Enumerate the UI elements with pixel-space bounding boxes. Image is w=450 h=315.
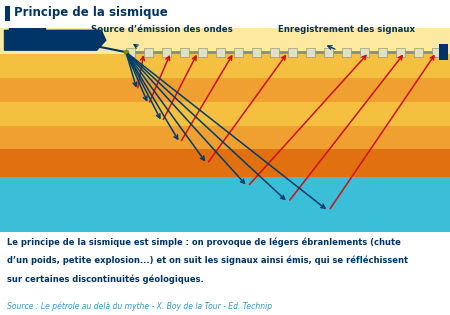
Bar xyxy=(0,102,450,126)
Bar xyxy=(162,48,171,57)
Bar xyxy=(0,149,450,177)
Text: sur certaines discontinuités géologiques.: sur certaines discontinuités géologiques… xyxy=(7,274,203,284)
Bar xyxy=(0,177,450,227)
Bar xyxy=(144,48,153,57)
Bar xyxy=(0,28,450,54)
Polygon shape xyxy=(9,10,45,30)
Bar xyxy=(0,54,450,78)
Text: Principe de la sismique: Principe de la sismique xyxy=(14,6,168,19)
Text: Le principe de la sismique est simple : on provoque de légers ébranlements (chut: Le principe de la sismique est simple : … xyxy=(7,238,400,247)
Text: d’un poids, petite explosion...) et on suit les signaux ainsi émis, qui se réflé: d’un poids, petite explosion...) et on s… xyxy=(7,256,408,265)
Bar xyxy=(432,48,441,57)
Bar xyxy=(342,48,351,57)
Bar xyxy=(396,48,405,57)
Bar xyxy=(252,48,261,57)
Polygon shape xyxy=(4,30,106,50)
Bar xyxy=(288,48,297,57)
Text: Enregistrement des signaux: Enregistrement des signaux xyxy=(278,25,415,34)
Bar xyxy=(270,48,279,57)
Bar xyxy=(378,48,387,57)
Bar xyxy=(126,48,135,57)
Bar xyxy=(234,48,243,57)
Bar xyxy=(180,48,189,57)
Bar xyxy=(4,6,10,21)
Bar xyxy=(439,44,448,60)
Text: Source d’émission des ondes: Source d’émission des ondes xyxy=(91,25,233,34)
Text: Source : Le pétrole au delà du mythe - X. Boy de la Tour - Ed. Technip: Source : Le pétrole au delà du mythe - X… xyxy=(7,301,272,311)
Bar xyxy=(0,126,450,149)
Bar xyxy=(306,48,315,57)
Bar xyxy=(324,48,333,57)
Bar xyxy=(414,48,423,57)
Bar xyxy=(0,78,450,102)
Bar xyxy=(198,48,207,57)
Polygon shape xyxy=(16,0,34,10)
Bar xyxy=(216,48,225,57)
Bar xyxy=(360,48,369,57)
